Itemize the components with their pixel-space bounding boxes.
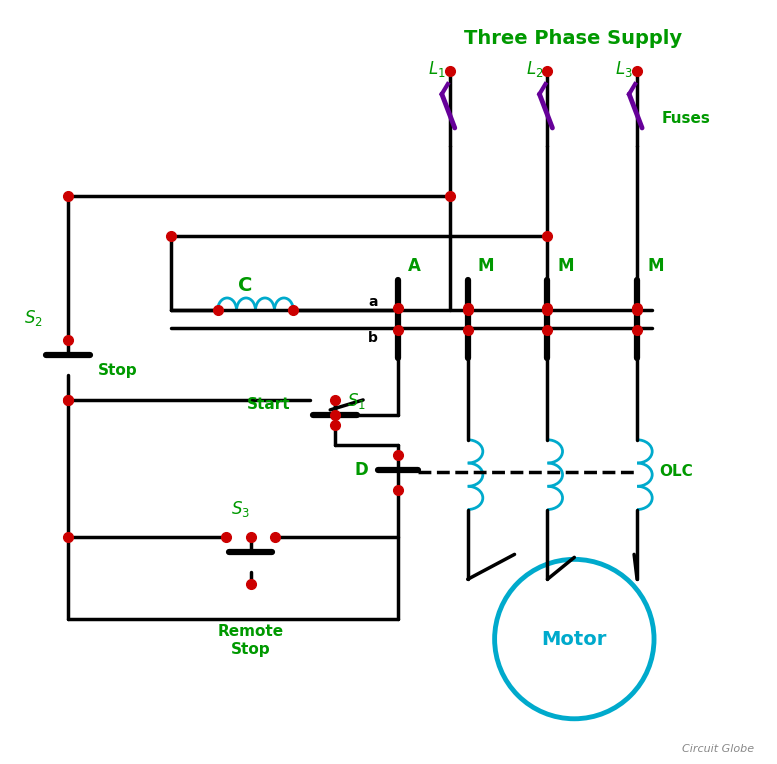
Text: M: M	[557, 257, 574, 275]
Text: OLC: OLC	[659, 465, 693, 479]
Text: Remote
Stop: Remote Stop	[218, 624, 284, 656]
Text: C: C	[239, 276, 253, 295]
Text: D: D	[354, 461, 368, 479]
Text: $S_3$: $S_3$	[231, 500, 250, 520]
Text: a: a	[368, 296, 378, 309]
Text: $L_2$: $L_2$	[525, 59, 543, 79]
Text: $S_2$: $S_2$	[24, 308, 44, 329]
Text: $L_1$: $L_1$	[428, 59, 445, 79]
Text: $L_3$: $L_3$	[615, 59, 633, 79]
Text: Start: Start	[247, 397, 291, 413]
Text: Fuses: Fuses	[662, 112, 711, 127]
Text: $S_1$: $S_1$	[347, 391, 366, 411]
Text: M: M	[478, 257, 494, 275]
Text: b: b	[368, 331, 378, 345]
Text: M: M	[647, 257, 664, 275]
Text: Motor: Motor	[542, 630, 607, 649]
Text: Circuit Globe: Circuit Globe	[681, 743, 754, 753]
Text: Stop: Stop	[98, 363, 138, 377]
Text: Three Phase Supply: Three Phase Supply	[465, 29, 682, 48]
Text: A: A	[408, 257, 421, 275]
